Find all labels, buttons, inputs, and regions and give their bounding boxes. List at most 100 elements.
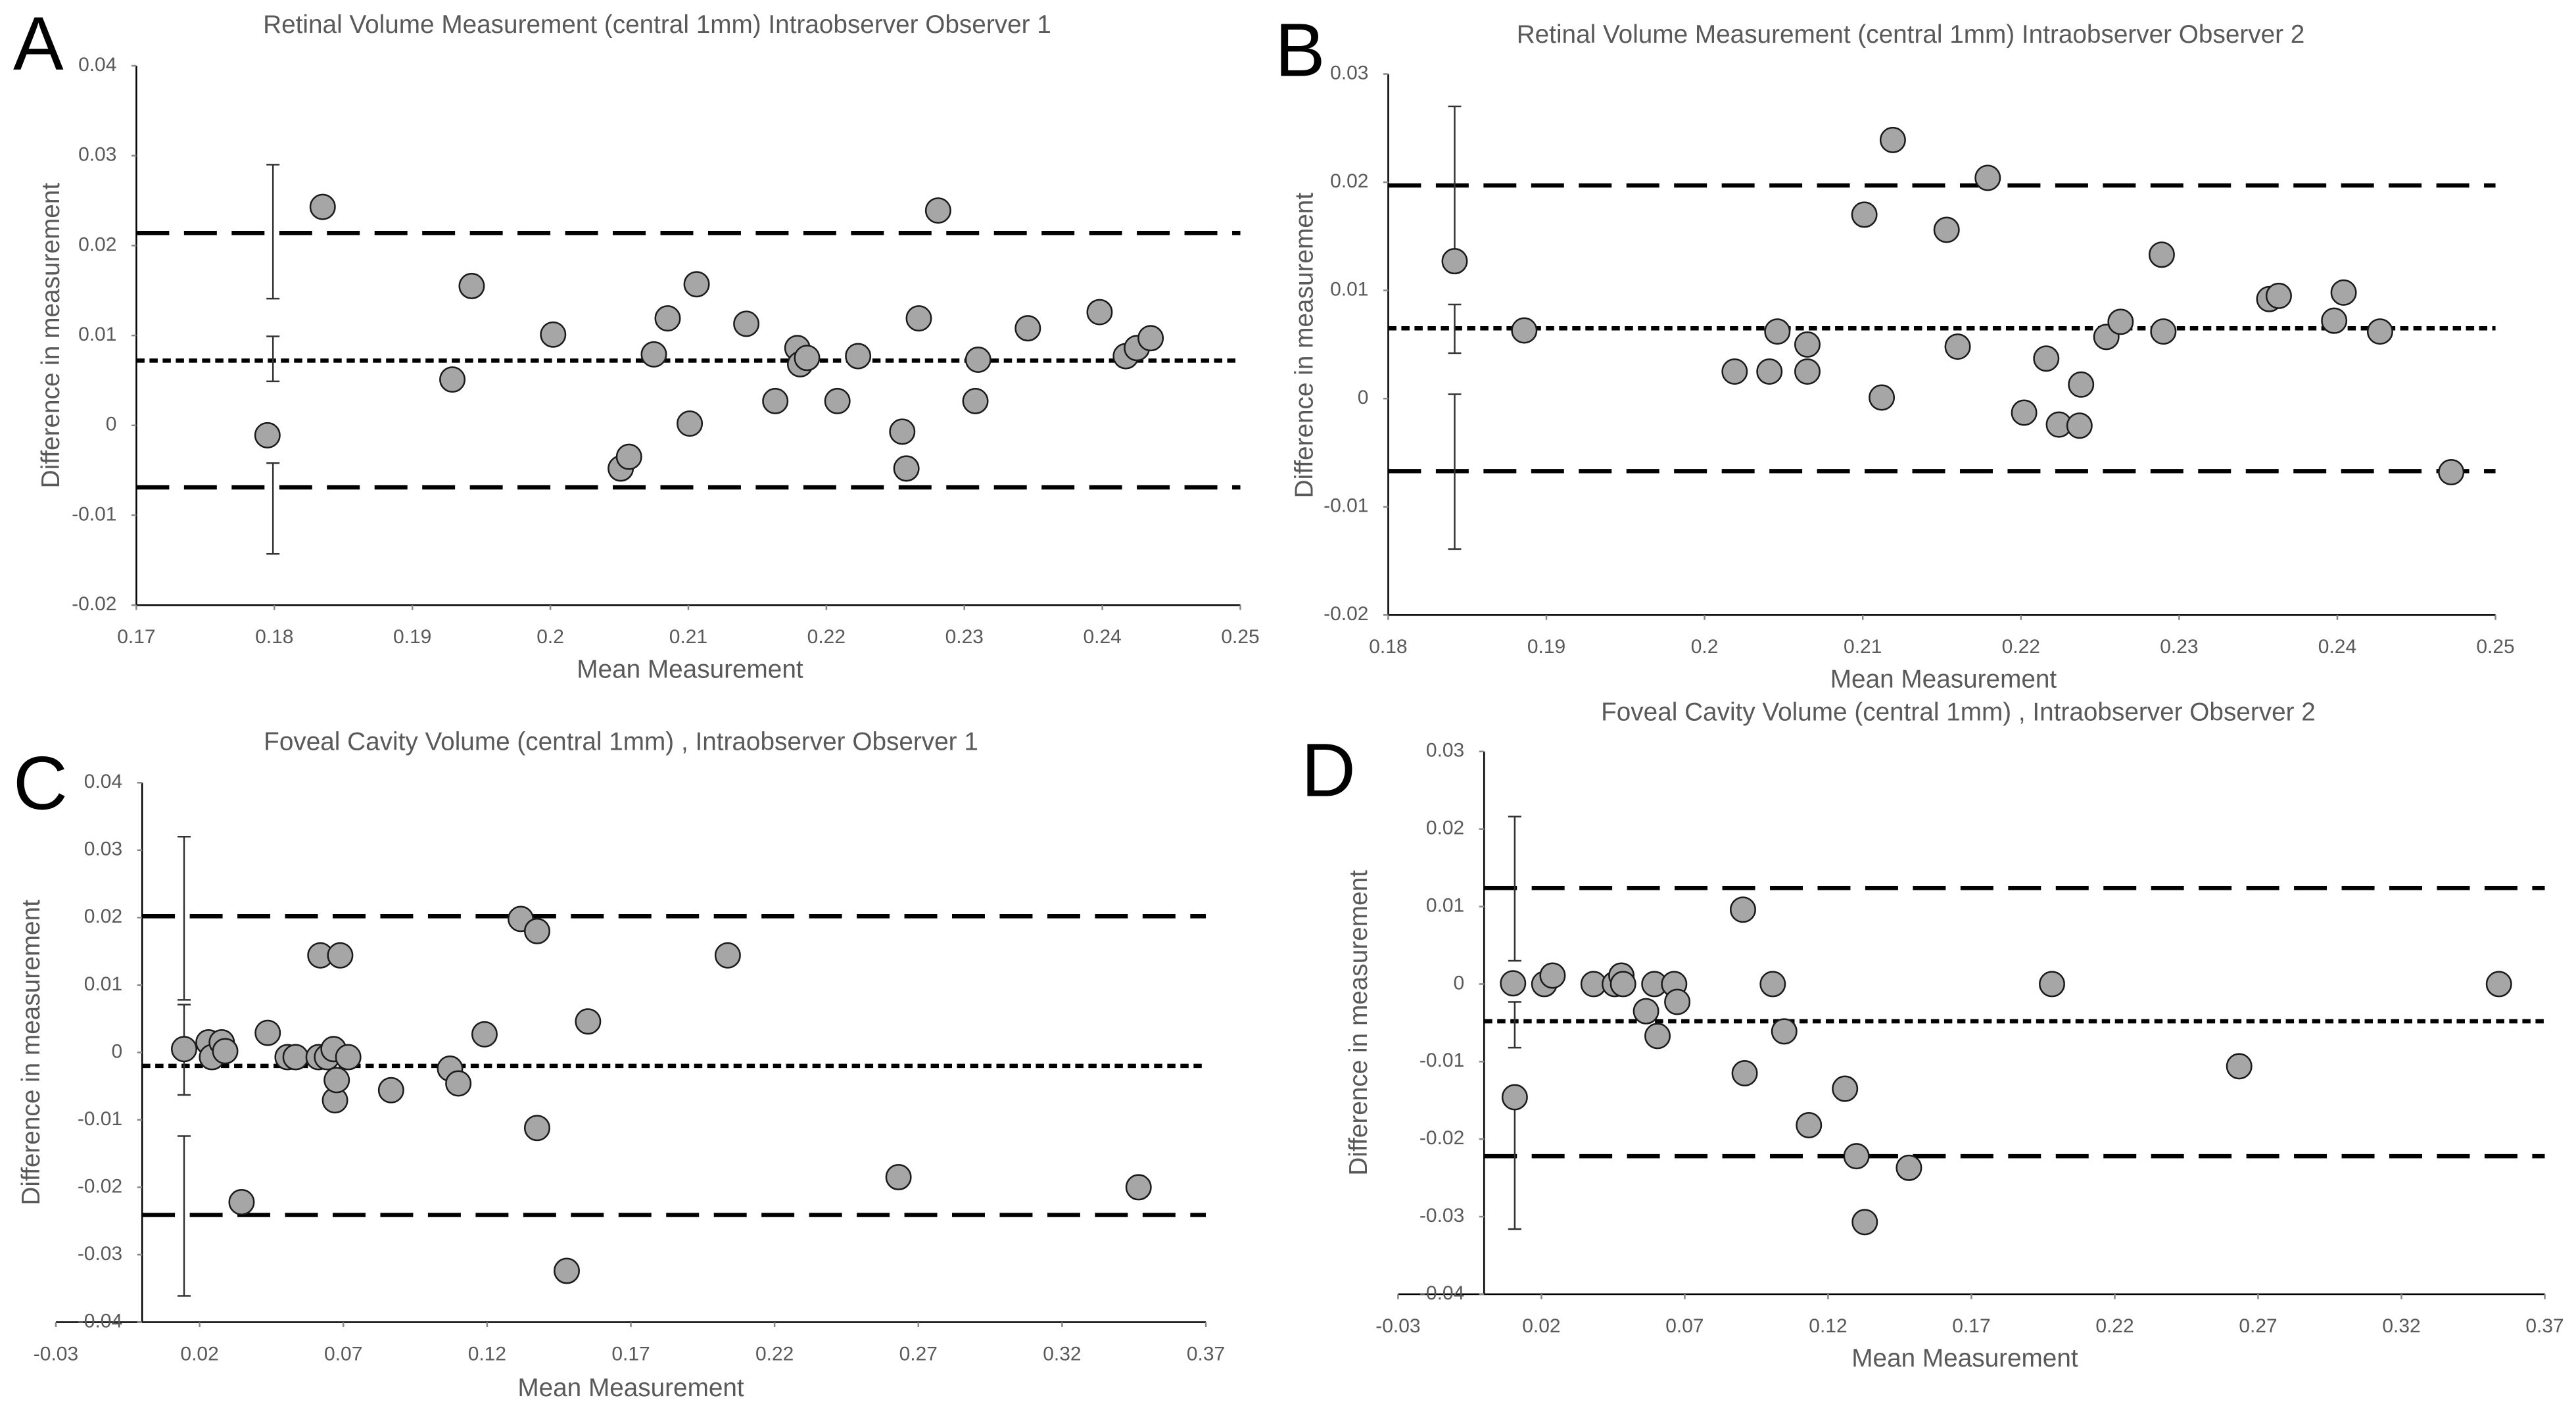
chart-title: Foveal Cavity Volume (central 1mm) , Int…	[264, 727, 978, 756]
point	[1086, 299, 1113, 326]
x-tick-label: -0.03	[1375, 1315, 1420, 1337]
x-tick-label: 0.18	[255, 626, 293, 648]
x-tick-label: 0.2	[1691, 636, 1719, 658]
x-tick-label: 0.37	[2525, 1315, 2564, 1337]
point	[1832, 1075, 1859, 1102]
point	[1851, 1209, 1878, 1236]
point	[794, 345, 821, 372]
point	[2066, 412, 2093, 439]
point	[905, 305, 932, 332]
point	[1879, 126, 1906, 153]
error-bar	[1448, 105, 1462, 256]
point	[228, 1188, 255, 1215]
point	[1756, 358, 1783, 385]
y-tick-label: -0.01	[1419, 1050, 1464, 1071]
y-tick-label: 0.02	[1426, 817, 1464, 839]
panel-letter: B	[1275, 8, 1325, 92]
point	[2265, 282, 2292, 309]
y-tick-label: 0.04	[84, 771, 122, 792]
point	[2226, 1053, 2253, 1080]
y-tick-label: 0.01	[1426, 894, 1464, 916]
point	[762, 387, 789, 414]
error-bar	[1508, 1001, 1521, 1049]
point	[523, 1115, 550, 1142]
point	[2150, 318, 2177, 345]
point	[1014, 315, 1041, 342]
point	[1721, 358, 1748, 385]
y-tick-label: 0.01	[1330, 279, 1368, 301]
x-tick-label: 0.21	[669, 626, 707, 648]
y-tick-label: 0.02	[78, 233, 116, 255]
y-tick-label: -0.01	[78, 1108, 122, 1130]
point	[654, 305, 681, 332]
x-tick-label: 0.21	[1844, 636, 1882, 658]
chart-title: Foveal Cavity Volume (central 1mm) , Int…	[1601, 698, 2316, 726]
point	[1633, 998, 1659, 1025]
point	[2033, 345, 2060, 372]
point	[683, 271, 710, 298]
point	[615, 443, 642, 470]
y-tick-label: 0.02	[84, 906, 122, 927]
y-tick-label: 0.02	[1330, 170, 1368, 192]
x-tick-label: 0.22	[807, 626, 846, 648]
y-tick-label: 0	[1454, 972, 1465, 994]
y-tick-label: 0.03	[78, 144, 116, 166]
point	[2485, 971, 2512, 998]
point	[445, 1070, 472, 1097]
error-bar	[177, 836, 191, 1001]
point	[965, 347, 991, 374]
y-tick-label: 0	[1358, 387, 1369, 408]
x-tick-label: 0.02	[1522, 1315, 1560, 1337]
point	[733, 310, 760, 337]
error-bar	[1448, 303, 1462, 354]
point	[254, 422, 281, 448]
point	[170, 1036, 197, 1063]
error-bar	[177, 1135, 191, 1297]
y-tick-label: -0.02	[1419, 1127, 1464, 1149]
y-axis-title: Difference in measurement	[17, 900, 45, 1205]
error-bar	[266, 164, 280, 300]
y-tick-label: 0.04	[78, 54, 116, 76]
point	[893, 455, 920, 482]
x-tick-label: 0.17	[1952, 1315, 1990, 1337]
point	[1764, 318, 1791, 345]
point	[1511, 317, 1538, 344]
point	[845, 343, 872, 370]
point	[2011, 399, 2038, 426]
point	[439, 366, 466, 393]
point	[323, 1067, 350, 1094]
panel-letter: C	[13, 742, 68, 826]
y-axis-title: Difference in measurement	[1291, 193, 1319, 498]
x-tick-label: 0.22	[2095, 1315, 2134, 1337]
point	[1664, 988, 1691, 1015]
point	[1729, 896, 1756, 923]
point	[1501, 1084, 1528, 1111]
point	[1851, 201, 1878, 228]
point	[377, 1077, 404, 1103]
x-tick-label: 0.24	[2318, 636, 2356, 658]
panel-letter: D	[1301, 729, 1356, 813]
point	[523, 917, 550, 944]
point	[1933, 216, 1960, 243]
y-tick-label: 0.01	[78, 324, 116, 345]
point	[962, 387, 989, 414]
point	[1441, 248, 1468, 275]
x-tick-label: 0.18	[1369, 636, 1407, 658]
error-bar	[1448, 393, 1462, 550]
x-tick-label: 0.22	[755, 1343, 794, 1365]
y-tick-label: 0.03	[1426, 740, 1464, 762]
point	[677, 410, 704, 437]
panel-letter: A	[13, 1, 64, 85]
point	[824, 387, 851, 414]
y-tick-label: -0.03	[78, 1243, 122, 1265]
point	[458, 272, 485, 299]
y-tick-label: -0.01	[1324, 495, 1368, 517]
point	[335, 1044, 362, 1071]
x-tick-label: 0.17	[117, 626, 155, 648]
error-bar	[266, 335, 280, 383]
y-tick-label: -0.01	[72, 503, 116, 525]
point	[575, 1008, 602, 1035]
y-tick-label: -0.02	[72, 593, 116, 615]
y-tick-label: -0.04	[1419, 1282, 1464, 1304]
